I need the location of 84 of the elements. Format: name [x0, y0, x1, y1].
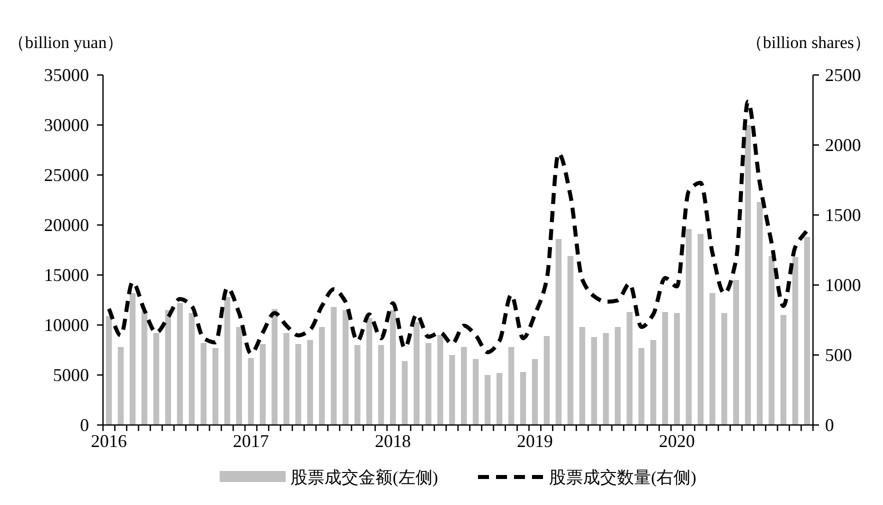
bar — [709, 293, 716, 425]
bar — [307, 340, 314, 425]
line-series — [106, 100, 810, 356]
x-tick-label: 2020 — [658, 431, 695, 451]
bar — [591, 337, 598, 425]
bar — [414, 322, 420, 425]
bar — [106, 316, 112, 425]
bar — [662, 312, 668, 425]
bar — [366, 318, 372, 425]
y2-tick-label: 500 — [825, 345, 852, 365]
bar — [236, 327, 242, 425]
bar — [390, 310, 396, 425]
bar — [283, 333, 290, 425]
legend-label: 股票成交数量(右侧) — [549, 468, 696, 487]
bar — [602, 333, 609, 425]
x-tick-label: 2016 — [90, 431, 127, 451]
bar — [780, 315, 786, 425]
bar — [188, 313, 195, 425]
bar — [508, 347, 514, 425]
bar — [460, 347, 467, 425]
y-tick-label: 35000 — [44, 65, 89, 85]
y-tick-label: 10000 — [44, 315, 89, 335]
bar — [768, 256, 775, 425]
bar — [378, 345, 384, 425]
bar — [496, 373, 502, 425]
bar — [354, 345, 360, 425]
bar — [449, 355, 456, 425]
bar — [472, 359, 479, 425]
bar — [165, 310, 172, 425]
bar — [402, 361, 408, 425]
bar — [130, 293, 136, 425]
y-tick-label: 30000 — [44, 115, 89, 135]
bar — [272, 309, 278, 425]
x-tick-label: 2017 — [232, 431, 269, 451]
bar — [318, 327, 325, 425]
bar — [520, 372, 526, 425]
bar — [756, 202, 763, 425]
bar — [153, 333, 160, 425]
bar — [804, 237, 810, 425]
bar — [260, 344, 266, 425]
bar — [484, 375, 491, 425]
bar — [721, 313, 728, 425]
bar — [744, 125, 751, 425]
bar — [200, 343, 207, 425]
bar — [224, 297, 230, 425]
bar — [141, 311, 148, 425]
bar — [556, 239, 562, 425]
bar — [567, 256, 574, 425]
y-tick-label: 15000 — [44, 265, 89, 285]
y-tick-label: 25000 — [44, 165, 89, 185]
bar — [532, 359, 538, 425]
y-tick-label: 20000 — [44, 215, 89, 235]
bar — [544, 336, 550, 425]
y-tick-label: 5000 — [53, 365, 89, 385]
bar — [650, 340, 656, 425]
x-tick-label: 2019 — [516, 431, 553, 451]
x-tick-label: 2018 — [374, 431, 411, 451]
bar — [118, 347, 124, 425]
y2-tick-label: 2000 — [825, 135, 861, 155]
legend-label: 股票成交金额(左侧) — [290, 468, 438, 487]
y2-tick-label: 1000 — [825, 275, 861, 295]
bar — [330, 307, 337, 425]
bar — [295, 344, 302, 425]
y2-axis-title: （billion shares） — [746, 33, 871, 52]
bar — [614, 327, 621, 425]
bar — [437, 335, 444, 425]
bar — [579, 327, 586, 425]
bar — [698, 234, 704, 425]
bar — [176, 303, 183, 425]
y-tick-label: 0 — [80, 415, 89, 435]
bar — [792, 257, 798, 425]
bar — [248, 358, 254, 425]
bar — [342, 310, 349, 425]
bar — [638, 348, 644, 425]
y2-tick-label: 2500 — [825, 65, 861, 85]
bar — [674, 313, 680, 425]
bar — [686, 229, 692, 425]
y2-tick-label: 0 — [825, 415, 834, 435]
bar — [626, 312, 633, 425]
bar — [425, 343, 432, 425]
y2-tick-label: 1500 — [825, 205, 861, 225]
y-axis-title: （billion yuan） — [8, 33, 124, 52]
bar — [212, 348, 218, 425]
bar — [733, 280, 740, 425]
